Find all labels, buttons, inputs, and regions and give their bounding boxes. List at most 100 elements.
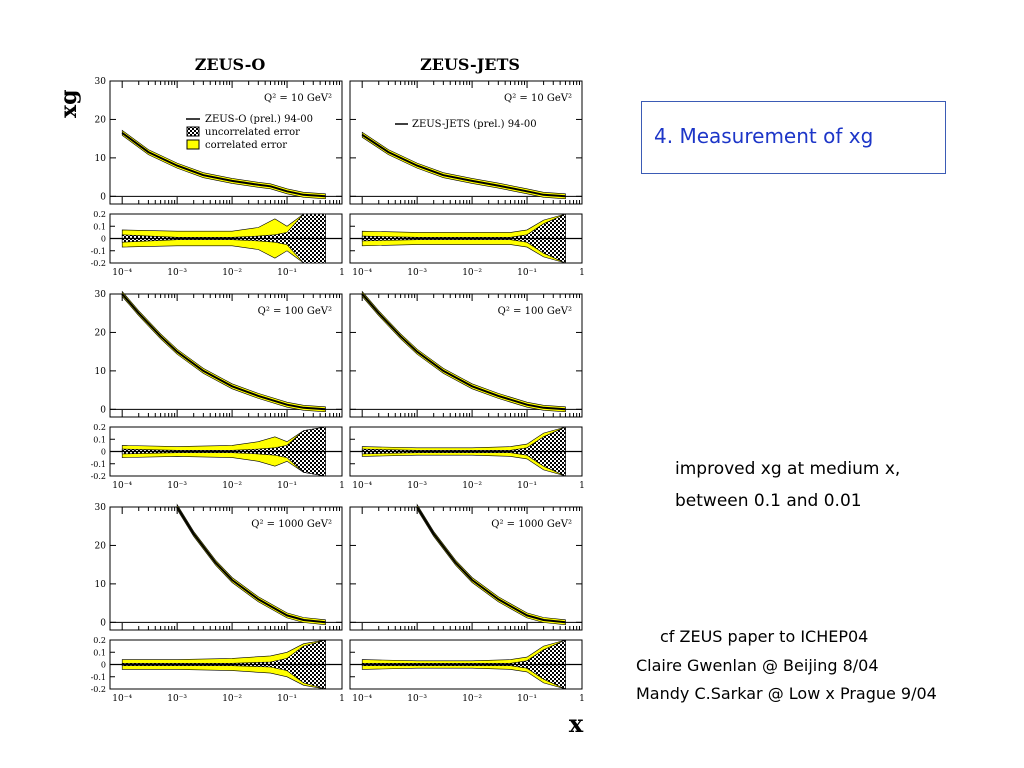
y-tick-label: 30 (95, 290, 107, 300)
x-tick-label: 10⁻² (222, 481, 242, 491)
panel-frame (109, 293, 343, 418)
x-tick-label: 1 (339, 268, 345, 278)
legend-label: uncorrelated error (205, 127, 300, 138)
y-axis-label: xg (56, 90, 82, 119)
x-tick-label: 10⁻⁴ (352, 268, 372, 278)
x-tick-label: 10⁻² (222, 694, 242, 704)
y-tick-label: 30 (95, 503, 107, 513)
central-curve (176, 506, 326, 624)
ratio-y-tick-label: 0.1 (93, 222, 106, 231)
x-tick-label: 10⁻³ (167, 694, 187, 704)
legend-correlated-swatch (186, 139, 200, 150)
panel-5: 30 20 10 0 Q² = 1000 GeV² 0.2 0.1 0 -0.1 -0.2 10⁻⁴… (91, 503, 345, 704)
panel-4: Q² = 100 GeV² 10⁻⁴ 10⁻³ 10⁻² 10⁻¹ 1 (349, 290, 585, 491)
correlated-band (121, 290, 326, 413)
ratio-y-tick-label: -0.1 (91, 673, 106, 682)
q2-label: Q² = 10 GeV² (264, 93, 332, 104)
legend-left: ZEUS-O (prel.) 94-00 uncorrelated error co… (186, 114, 313, 151)
y-tick-label: 10 (95, 154, 107, 164)
correlated-band (176, 503, 326, 626)
ratio-y-tick-label: -0.1 (91, 460, 106, 469)
credit-line-1: cf ZEUS paper to ICHEP04 (660, 627, 869, 646)
x-tick-label: 1 (339, 694, 345, 704)
y-tick-label: 0 (100, 405, 106, 415)
x-tick-label: 10⁻¹ (517, 694, 537, 704)
x-tick-label: 10⁻¹ (277, 694, 297, 704)
x-tick-label: 10⁻⁴ (352, 694, 372, 704)
x-tick-label: 10⁻³ (407, 694, 427, 704)
x-tick-label: 10⁻³ (167, 268, 187, 278)
central-curve (361, 133, 566, 198)
ratio-y-tick-label: -0.1 (91, 247, 106, 256)
column-title-zeus-o: ZEUS-O (195, 55, 266, 74)
x-tick-label: 10⁻⁴ (112, 481, 132, 491)
ratio-y-tick-label: 0 (101, 661, 106, 670)
correlated-band (361, 290, 566, 413)
note-line-1: improved xg at medium x, (675, 459, 901, 479)
q2-label: Q² = 100 GeV² (498, 306, 572, 317)
x-tick-label: 1 (579, 694, 585, 704)
ratio-y-tick-label: 0.1 (93, 435, 106, 444)
panel-frame (109, 80, 343, 205)
y-tick-label: 10 (95, 367, 107, 377)
y-tick-label: 30 (95, 77, 107, 87)
y-tick-label: 0 (100, 618, 106, 628)
x-tick-label: 10⁻⁴ (112, 694, 132, 704)
y-tick-label: 10 (95, 580, 107, 590)
panel-3: 30 20 10 0 Q² = 100 GeV² 0.2 0.1 0 -0.1 -0.2 10⁻⁴ 1… (91, 290, 345, 491)
y-tick-label: 20 (95, 328, 107, 338)
q2-label: Q² = 10 GeV² (504, 93, 572, 104)
x-tick-label: 10⁻⁴ (352, 481, 372, 491)
correlated-band (416, 503, 566, 626)
ratio-y-tick-label: 0.2 (93, 636, 106, 645)
credit-line-3: Mandy C.Sarkar @ Low x Prague 9/04 (636, 684, 937, 703)
ratio-y-tick-label: -0.2 (91, 259, 106, 268)
central-curve (121, 132, 326, 198)
y-tick-label: 0 (100, 192, 106, 202)
correlated-band (361, 131, 566, 200)
x-tick-label: 10⁻¹ (517, 268, 537, 278)
central-curve (416, 506, 566, 624)
x-tick-label: 10⁻⁴ (112, 268, 132, 278)
credit-line-2: Claire Gwenlan @ Beijing 8/04 (636, 656, 879, 675)
ratio-y-tick-label: 0.2 (93, 423, 106, 432)
x-tick-label: 10⁻¹ (277, 268, 297, 278)
note-line-2: between 0.1 and 0.01 (675, 491, 862, 511)
ratio-y-tick-label: 0.1 (93, 648, 106, 657)
y-tick-label: 20 (95, 115, 107, 125)
q2-label: Q² = 100 GeV² (258, 306, 332, 317)
column-title-zeus-jets: ZEUS-JETS (420, 55, 520, 74)
panel-6: Q² = 1000 GeV² 10⁻⁴ 10⁻³ 10⁻² 10⁻¹ 1 (349, 503, 585, 704)
ratio-y-tick-label: 0 (101, 235, 106, 244)
panel-1: 30 20 10 0 Q² = 10 GeV² 0.2 0.1 0 -0.1 -0.2 10⁻⁴ 10… (91, 77, 345, 278)
ratio-y-tick-label: -0.2 (91, 472, 106, 481)
x-tick-label: 10⁻¹ (277, 481, 297, 491)
panel-frame (349, 506, 583, 631)
central-curve (121, 293, 326, 411)
x-axis-label: x (569, 709, 584, 738)
panel-frame (349, 293, 583, 418)
legend-right: ZEUS-JETS (prel.) 94-00 (395, 119, 537, 130)
x-tick-label: 10⁻² (222, 268, 242, 278)
ratio-y-tick-label: 0.2 (93, 210, 106, 219)
legend-label: correlated error (205, 140, 287, 151)
x-tick-label: 10⁻² (462, 268, 482, 278)
panel-frame (349, 80, 583, 205)
correlated-band (121, 129, 326, 200)
y-tick-label: 20 (95, 541, 107, 551)
x-tick-label: 10⁻³ (407, 481, 427, 491)
x-tick-label: 10⁻³ (407, 268, 427, 278)
ratio-y-tick-label: -0.2 (91, 685, 106, 694)
x-tick-label: 10⁻³ (167, 481, 187, 491)
x-tick-label: 10⁻² (462, 694, 482, 704)
q2-label: Q² = 1000 GeV² (251, 519, 332, 530)
x-tick-label: 10⁻² (462, 481, 482, 491)
x-tick-label: 1 (339, 481, 345, 491)
legend-label: ZEUS-O (prel.) 94-00 (205, 114, 313, 125)
legend-label: ZEUS-JETS (prel.) 94-00 (412, 119, 537, 130)
panel-frame (109, 506, 343, 631)
x-tick-label: 10⁻¹ (517, 481, 537, 491)
x-tick-label: 1 (579, 268, 585, 278)
central-curve (361, 293, 566, 411)
